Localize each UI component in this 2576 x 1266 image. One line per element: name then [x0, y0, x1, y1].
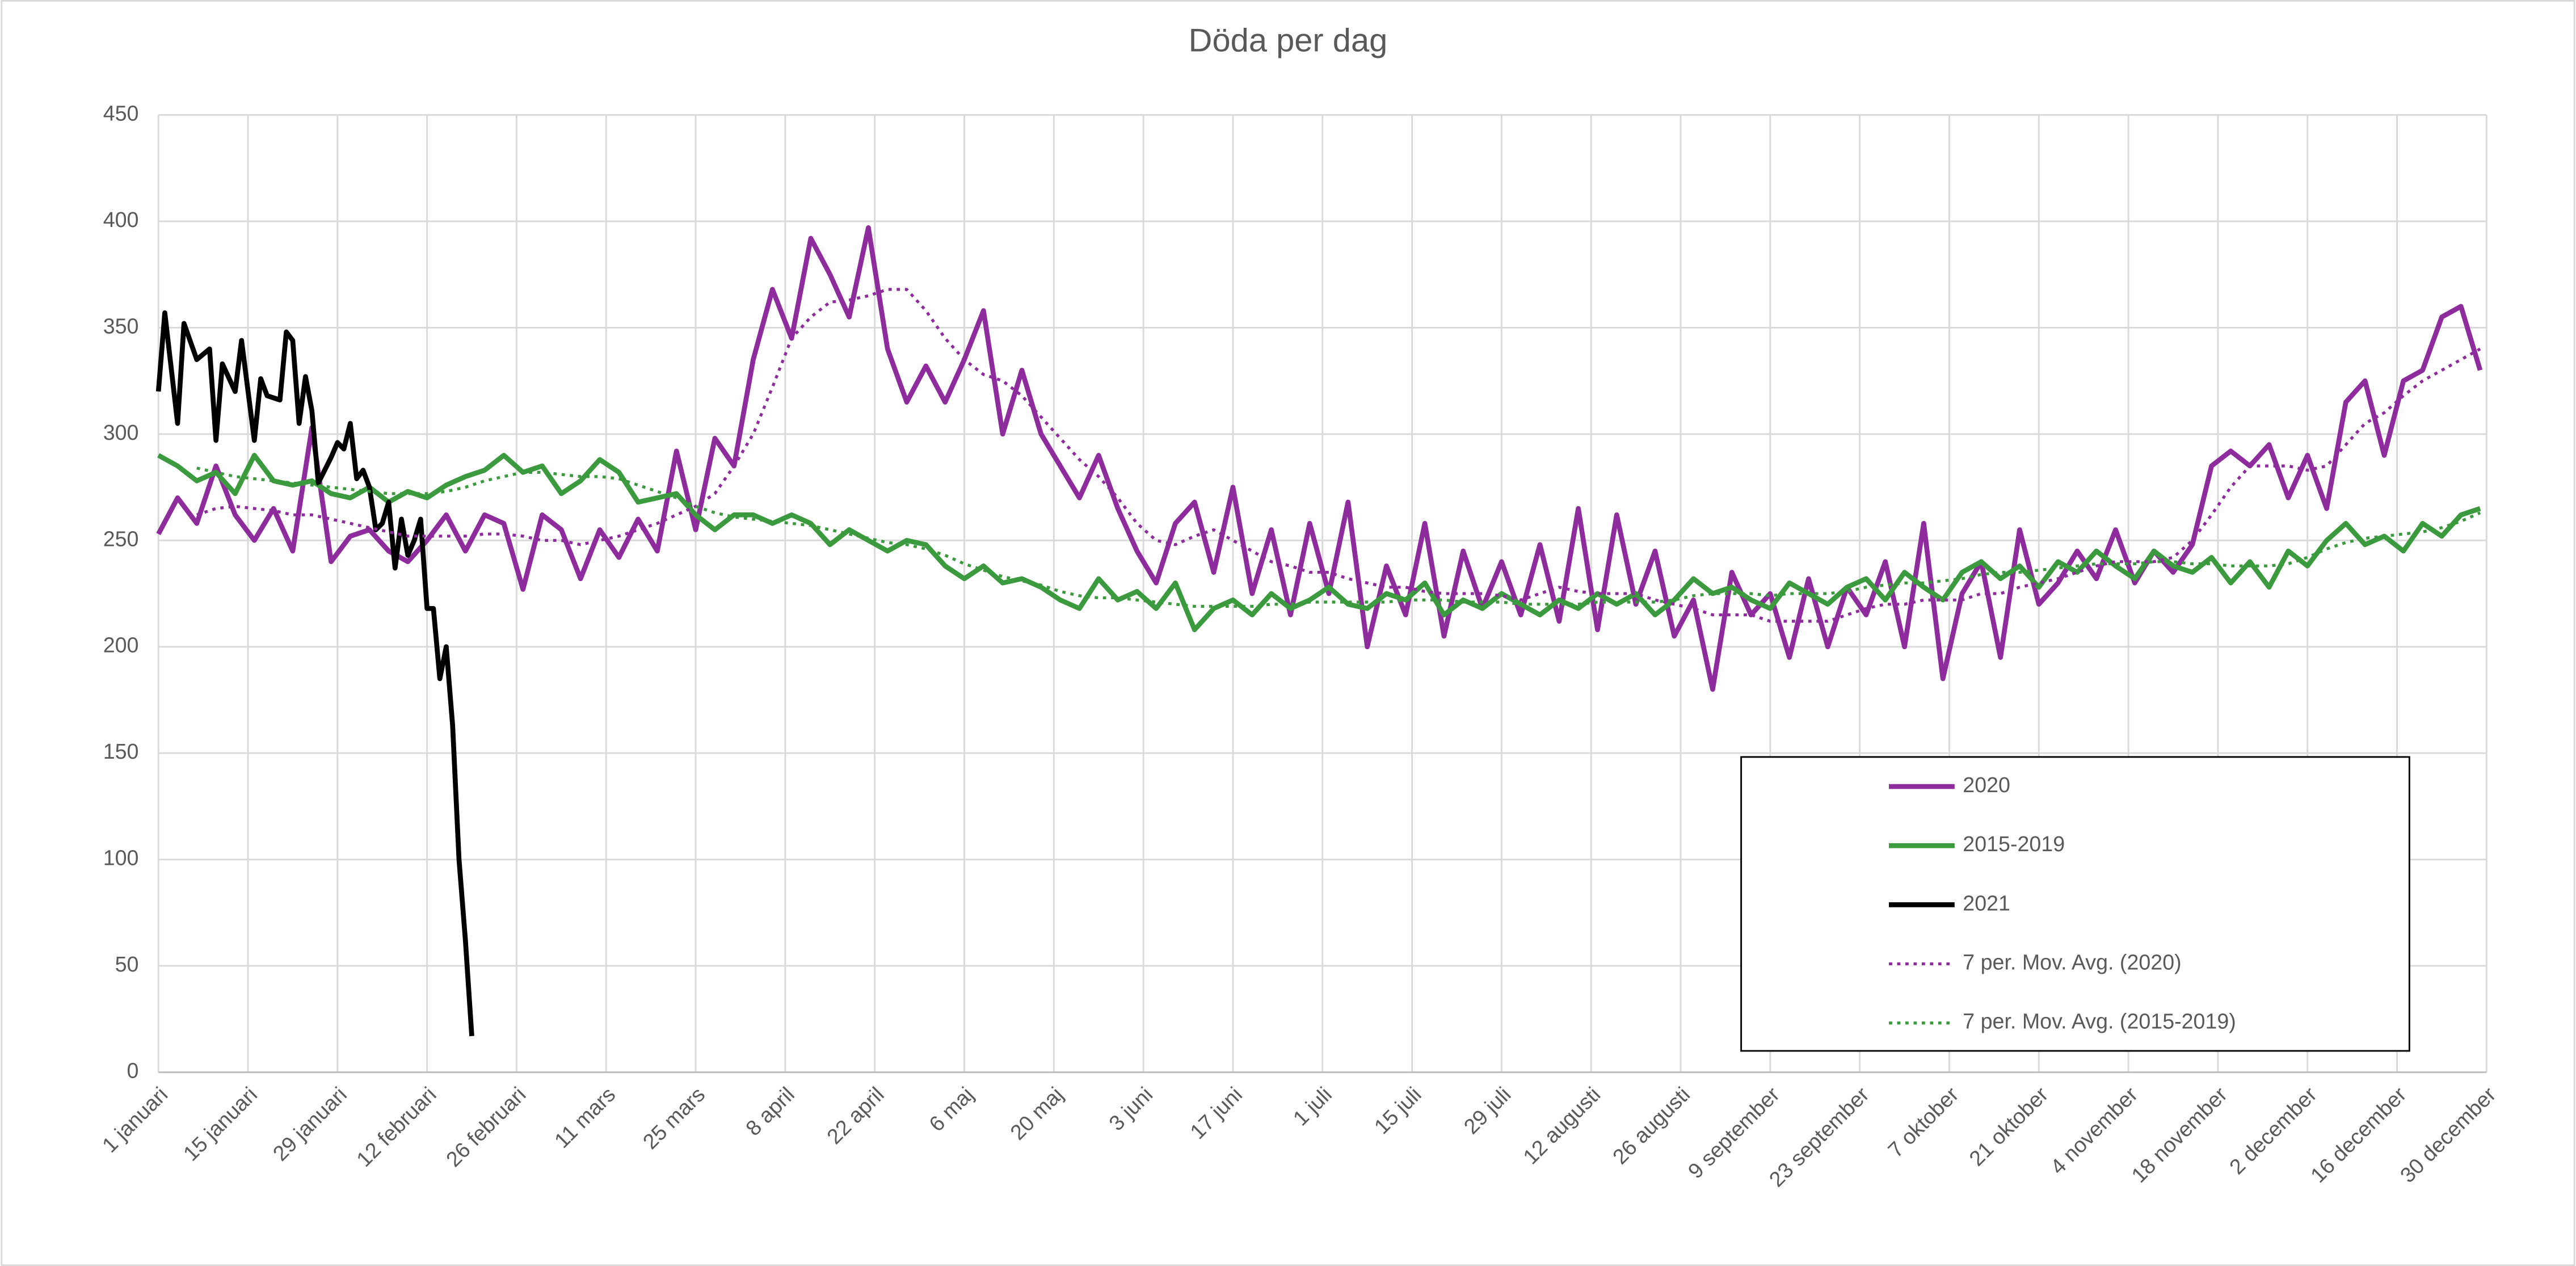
- y-tick-label: 400: [103, 208, 139, 232]
- legend-label: 2015-2019: [1963, 832, 2065, 856]
- series-line: [157, 453, 2481, 633]
- y-tick-label: 350: [103, 314, 139, 338]
- legend-label: 2021: [1963, 891, 2010, 915]
- y-tick-label: 250: [103, 527, 139, 550]
- legend-label: 2020: [1963, 773, 2010, 797]
- legend-label: 7 per. Mov. Avg. (2015-2019): [1963, 1010, 2236, 1033]
- y-tick-label: 450: [103, 101, 139, 125]
- y-tick-label: 150: [103, 739, 139, 763]
- y-tick-label: 200: [103, 633, 139, 657]
- y-tick-label: 100: [103, 846, 139, 870]
- legend: 2020 2015-2019 2021 7 per. Mov. Avg. (2020)…: [1740, 756, 2410, 1052]
- y-tick-label: 300: [103, 420, 139, 444]
- plot-lines: [155, 225, 2483, 1037]
- legend-label: 7 per. Mov. Avg. (2020): [1963, 950, 2181, 974]
- chart-title: Döda per dag: [1189, 23, 1388, 59]
- series-line: [156, 225, 2483, 692]
- series-line: [196, 288, 2481, 623]
- legend-box: [1740, 756, 2410, 1052]
- y-tick-label: 0: [127, 1058, 139, 1082]
- series-line: [155, 310, 474, 1037]
- y-tick-label: 50: [115, 952, 139, 976]
